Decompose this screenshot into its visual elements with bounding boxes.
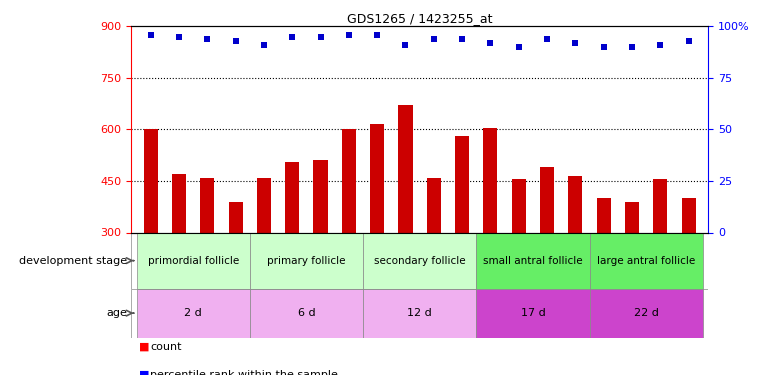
Bar [455,136,469,232]
Bar [511,179,526,232]
Point [229,38,242,44]
Point [569,40,581,46]
Point [400,42,412,48]
Text: count: count [150,342,182,352]
Text: percentile rank within the sample: percentile rank within the sample [150,370,338,375]
Point [145,32,157,38]
Bar [313,160,328,232]
Bar [540,167,554,232]
Bar [590,289,703,338]
Bar [398,105,413,232]
Bar [625,202,639,232]
Bar [172,174,186,232]
Bar [568,176,582,232]
Point [513,44,525,50]
Bar [363,232,477,289]
Bar [136,289,249,338]
Point [598,44,610,50]
Bar [363,289,477,338]
Text: primary follicle: primary follicle [267,256,346,266]
Point [172,34,186,40]
Bar [285,162,300,232]
Bar [136,232,249,289]
Point [314,34,326,40]
Point [371,32,383,38]
Bar [597,198,611,232]
Text: 12 d: 12 d [407,308,432,318]
Text: ■: ■ [139,370,149,375]
Point [484,40,497,46]
Bar [229,202,243,232]
Bar [681,198,695,232]
Bar [477,232,590,289]
Point [258,42,270,48]
Point [286,34,299,40]
Bar [370,124,384,232]
Text: 6 d: 6 d [297,308,315,318]
Title: GDS1265 / 1423255_at: GDS1265 / 1423255_at [347,12,492,25]
Point [682,38,695,44]
Text: ■: ■ [139,342,149,352]
Bar [484,128,497,232]
Bar [653,179,668,232]
Text: 17 d: 17 d [521,308,545,318]
Text: small antral follicle: small antral follicle [483,256,583,266]
Text: primordial follicle: primordial follicle [148,256,239,266]
Bar [342,129,356,232]
Bar [257,177,271,232]
Text: large antral follicle: large antral follicle [597,256,695,266]
Bar [590,232,703,289]
Bar [477,289,590,338]
Bar [144,129,158,232]
Text: secondary follicle: secondary follicle [374,256,465,266]
Point [541,36,553,42]
Text: 22 d: 22 d [634,308,658,318]
Text: development stage: development stage [19,256,127,266]
Bar [249,232,363,289]
Point [201,36,213,42]
Bar [427,177,441,232]
Text: age: age [106,308,127,318]
Text: 2 d: 2 d [184,308,202,318]
Point [654,42,667,48]
Bar [200,177,214,232]
Point [343,32,355,38]
Point [427,36,440,42]
Point [626,44,638,50]
Point [456,36,468,42]
Bar [249,289,363,338]
